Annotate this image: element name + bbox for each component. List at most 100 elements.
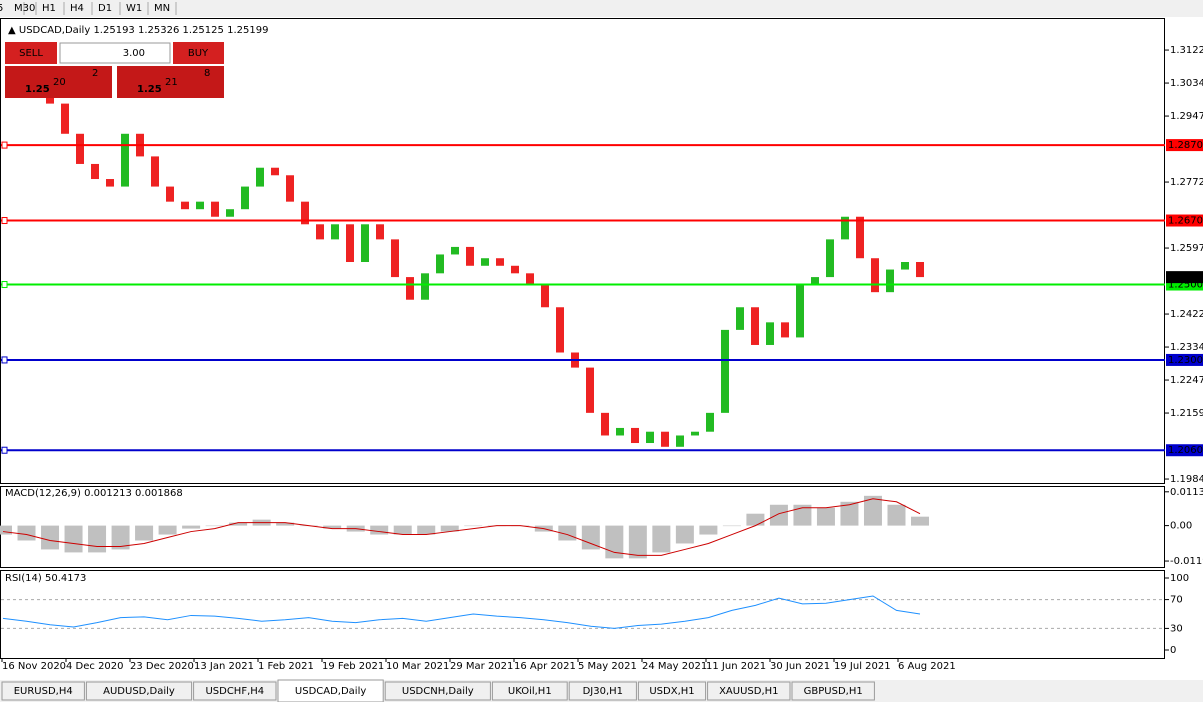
candle-body — [376, 224, 384, 240]
candle-body — [181, 201, 189, 210]
buy_price-big: 1.25 — [137, 84, 162, 95]
timeframe-button[interactable]: MN — [154, 3, 170, 14]
level-price-box — [1166, 444, 1203, 457]
tab[interactable] — [384, 681, 491, 701]
buy-label[interactable]: BUY — [188, 48, 209, 59]
current-price-label: 1.25199 — [1168, 272, 1203, 283]
candle-body — [451, 246, 459, 255]
macd-bar — [887, 504, 906, 526]
tab-label[interactable]: USDCHF,H4 — [205, 686, 264, 697]
candle-body — [526, 273, 534, 285]
timeframe-button[interactable]: H4 — [70, 3, 84, 14]
tab-label[interactable]: GBPUSD,H1 — [804, 686, 863, 697]
timeframe-button[interactable]: H1 — [42, 3, 56, 14]
tab-label[interactable]: XAUUSD,H1 — [719, 686, 778, 697]
tab[interactable] — [637, 681, 707, 701]
macd-bar — [769, 504, 788, 526]
candle-body — [256, 167, 264, 187]
macd-bar — [205, 525, 224, 527]
tab-label[interactable]: USDCAD,Daily — [295, 686, 366, 697]
candle-body — [736, 307, 744, 330]
level-price-label: 1.28700 — [1168, 140, 1203, 151]
level-price-box — [1166, 353, 1203, 366]
macd-signal: 0.001868 — [135, 488, 183, 499]
close: 1.25199 — [227, 25, 268, 36]
tab-label[interactable]: UKOil,H1 — [508, 686, 552, 697]
sell_price-big: 1.25 — [25, 84, 50, 95]
tab-label[interactable]: USDX,H1 — [649, 686, 694, 697]
tab[interactable] — [707, 681, 791, 701]
candle-body — [91, 163, 99, 180]
sell-button[interactable] — [5, 42, 57, 64]
candle-body — [316, 224, 324, 240]
candle-body — [556, 307, 564, 353]
timeframe-button[interactable]: W1 — [126, 3, 142, 14]
y-tick-label: 1.21595 — [1170, 408, 1203, 419]
tab-label[interactable]: AUDUSD,Daily — [103, 686, 175, 697]
candle-body — [496, 258, 504, 266]
sell_price-box[interactable] — [5, 66, 112, 98]
candle-body — [751, 307, 759, 345]
timeframe-button[interactable]: M30 — [14, 3, 35, 14]
candle-body — [391, 239, 399, 278]
macd-bar — [816, 507, 835, 526]
macd-bar — [699, 525, 718, 535]
tab-label[interactable]: EURUSD,H4 — [14, 686, 73, 697]
level-handle — [1, 281, 8, 289]
timeframe-button[interactable]: 5 — [0, 3, 3, 14]
candle-body — [436, 254, 444, 274]
macd-bar — [393, 525, 412, 535]
macd-bar — [793, 504, 812, 526]
tab-label[interactable]: DJ30,H1 — [583, 686, 623, 697]
tab[interactable] — [85, 681, 193, 701]
tab[interactable] — [791, 681, 875, 701]
tab[interactable] — [491, 681, 568, 701]
level-handle — [1, 217, 8, 225]
level-handle — [1, 141, 8, 149]
macd-bar — [88, 525, 107, 553]
buy_price-box[interactable] — [117, 66, 224, 98]
candle-body — [196, 201, 204, 210]
x-tick-label: 1 Feb 2021 — [258, 661, 314, 672]
x-tick-label: 29 Mar 2021 — [450, 661, 513, 672]
buy_price-pips: 21 — [165, 77, 178, 88]
high: 1.25326 — [138, 25, 179, 36]
macd-bar — [628, 525, 647, 559]
timeframe-button[interactable]: D1 — [98, 3, 112, 14]
tab-label[interactable]: USDCNH,Daily — [402, 686, 474, 697]
rsi-name: RSI(14) — [5, 573, 42, 584]
y-tick-label: 100 — [1170, 573, 1189, 584]
level-price-label: 1.25003 — [1168, 280, 1203, 291]
sell-label[interactable]: SELL — [19, 48, 43, 59]
macd-bar — [158, 525, 177, 535]
candle-body — [766, 322, 774, 345]
buy-button[interactable] — [173, 42, 224, 64]
rsi-line — [2, 595, 921, 629]
macd-main: 0.001213 — [84, 488, 132, 499]
candle-body — [826, 239, 834, 278]
tab[interactable] — [1, 681, 85, 701]
macd-bar — [722, 525, 741, 527]
x-tick-label: 16 Nov 2020 — [2, 661, 66, 672]
y-tick-label: 1.27720 — [1170, 177, 1203, 188]
macd-bar — [17, 525, 36, 541]
y-tick-label: 0.00 — [1170, 521, 1192, 532]
x-tick-label: 19 Feb 2021 — [322, 661, 384, 672]
candle-body — [601, 412, 609, 436]
arrow: ▲ — [8, 25, 19, 36]
x-tick-label: 6 Aug 2021 — [898, 661, 956, 672]
x-tick-label: 11 Jun 2021 — [706, 661, 766, 672]
tab[interactable] — [193, 681, 277, 701]
macd-bar — [652, 525, 671, 553]
candle-body — [211, 201, 219, 217]
lots-value[interactable]: 3.00 — [123, 48, 145, 59]
y-tick-label: -0.01190 — [1170, 556, 1203, 567]
macd-bar — [41, 525, 60, 550]
tab[interactable] — [568, 681, 637, 701]
macd-bar — [64, 525, 83, 553]
candle-body — [226, 209, 234, 217]
lots-box[interactable] — [59, 42, 171, 64]
candle-body — [676, 435, 684, 447]
y-tick-label: 1.23345 — [1170, 342, 1203, 353]
